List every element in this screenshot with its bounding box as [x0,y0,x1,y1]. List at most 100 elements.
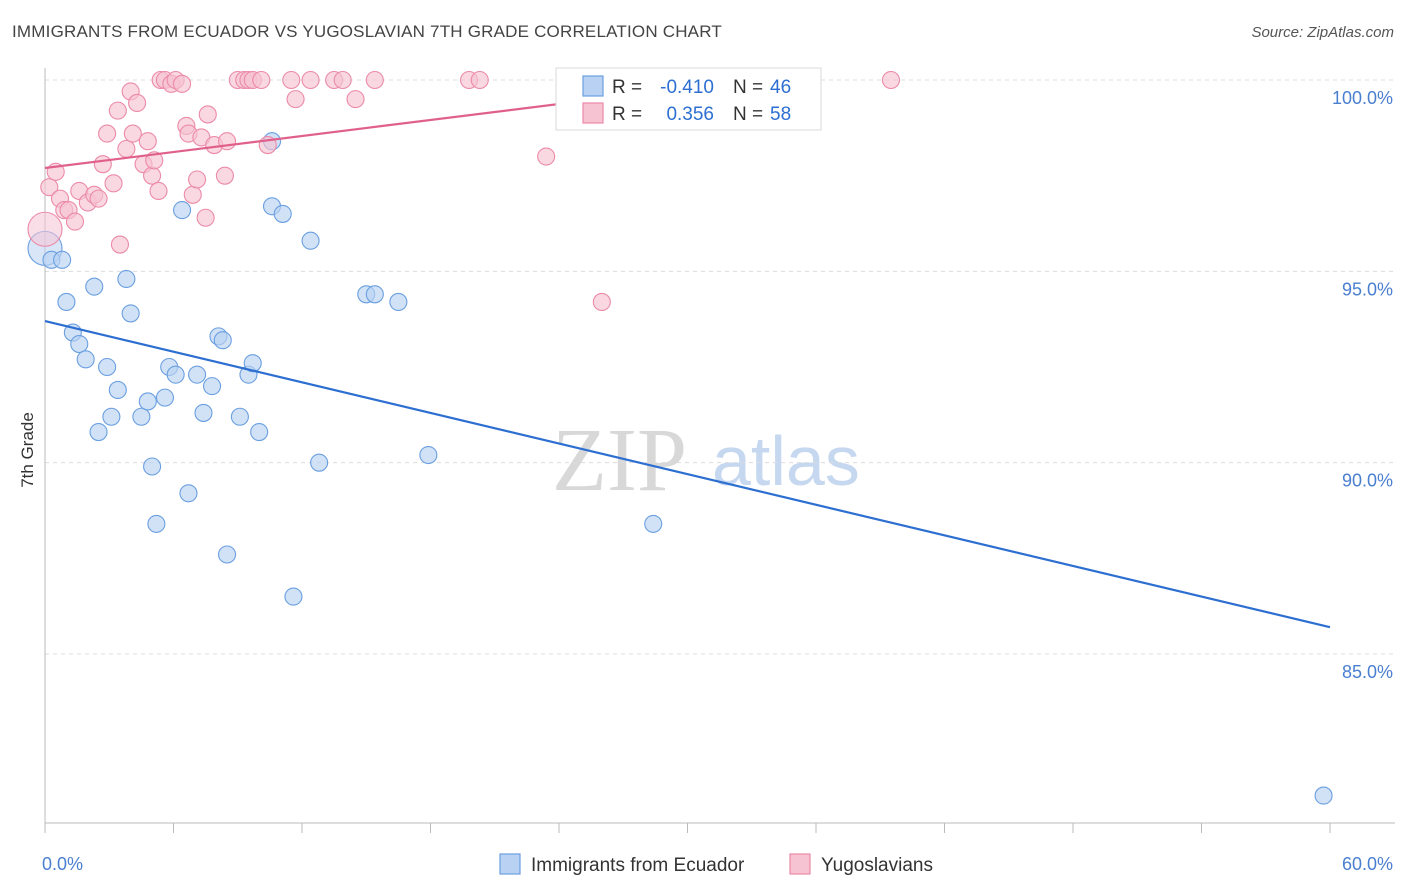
legend-label-yugoslavians: Yugoslavians [821,855,933,876]
x-tick-label: 60.0% [1342,854,1393,874]
stats-n-label-pink: N = [733,104,763,125]
point-ecuador [389,292,408,311]
point-yugoslavians [27,211,63,247]
point-yugoslavians [346,90,365,109]
point-yugoslavians [93,155,112,174]
point-yugoslavians [149,181,168,201]
stats-r-label-blue: R = [612,77,642,98]
y-tick-label: 85.0% [1342,662,1393,682]
point-yugoslavians [145,151,164,170]
point-ecuador [250,423,269,442]
point-ecuador [1314,786,1333,805]
series-legend: Immigrants from Ecuador Yugoslavians [499,853,933,876]
x-tick-label: 0.0% [42,854,83,874]
point-yugoslavians [881,70,901,90]
stats-n-value-blue: 46 [770,77,791,98]
chart-title: IMMIGRANTS FROM ECUADOR VS YUGOSLAVIAN 7… [12,22,722,41]
point-yugoslavians [40,178,59,197]
y-tick-label: 95.0% [1342,279,1393,299]
point-ecuador [132,407,151,426]
point-yugoslavians [143,166,162,185]
point-yugoslavians [188,170,207,189]
point-ecuador [203,377,222,396]
point-yugoslavians [470,70,489,90]
point-ecuador [188,365,207,384]
point-yugoslavians [65,212,85,231]
point-yugoslavians [123,124,142,143]
point-ecuador [213,331,232,350]
point-yugoslavians [183,185,202,204]
stats-r-label-pink: R = [612,104,642,125]
watermark-atlas: atlas [712,422,860,500]
stats-legend-swatch-blue [582,75,604,97]
source-attribution: Source: ZipAtlas.com [1251,24,1394,41]
stats-legend-swatch-pink [582,102,604,124]
point-ecuador [57,292,76,311]
y-tick-label: 100.0% [1332,88,1393,108]
point-yugoslavians [89,189,108,208]
point-yugoslavians [110,235,130,254]
stats-r-value-blue: -0.410 [660,77,714,98]
series-yugoslavians [27,70,901,311]
y-tick-label: 90.0% [1342,471,1393,491]
point-ecuador [230,407,249,426]
legend-swatch-ecuador [499,853,521,875]
point-ecuador [155,388,174,407]
point-ecuador [53,250,72,269]
point-yugoslavians [98,124,117,143]
point-ecuador [419,445,438,465]
point-yugoslavians [252,70,271,90]
point-yugoslavians [117,139,136,158]
point-ecuador [138,392,157,411]
point-ecuador [147,514,166,533]
stats-n-label-blue: N = [733,77,763,98]
point-yugoslavians [215,166,234,185]
point-yugoslavians [333,70,352,90]
x-tick-labels: 0.0% 60.0% [42,854,1393,874]
y-tick-labels: 85.0% 90.0% 95.0% 100.0% [1332,88,1393,682]
point-yugoslavians [282,70,301,90]
point-ecuador [284,587,303,606]
point-ecuador [98,357,117,377]
point-ecuador [194,403,213,422]
point-yugoslavians [301,70,320,90]
point-ecuador [644,514,663,533]
point-ecuador [310,453,329,472]
point-ecuador [273,204,292,223]
point-ecuador [143,457,162,476]
point-yugoslavians [138,132,157,151]
point-ecuador [166,365,185,384]
legend-label-ecuador: Immigrants from Ecuador [531,855,745,876]
point-yugoslavians [365,70,384,90]
point-yugoslavians [592,292,611,311]
point-ecuador [117,269,136,289]
point-ecuador [70,334,89,354]
point-ecuador [89,423,108,442]
point-yugoslavians [537,147,556,166]
point-ecuador [365,285,384,304]
point-ecuador [173,201,192,220]
point-ecuador [102,407,121,426]
point-ecuador [121,304,140,323]
stats-n-value-pink: 58 [770,104,791,125]
point-ecuador [76,350,95,369]
legend-swatch-yugoslavians [789,853,811,875]
point-yugoslavians [128,93,147,113]
trend-line-ecuador [44,320,1331,629]
trend-lines [44,78,1331,629]
stats-legend: R = -0.410 N = 46 R = 0.356 N = 58 [555,67,822,131]
stats-r-value-pink: 0.356 [666,104,714,125]
point-yugoslavians [108,101,127,120]
point-yugoslavians [173,74,192,93]
watermark-zip: ZIP [552,411,687,510]
point-ecuador [301,231,320,250]
point-yugoslavians [104,174,123,193]
point-yugoslavians [198,105,217,124]
point-ecuador [85,277,104,296]
point-ecuador [217,545,237,564]
point-yugoslavians [196,208,215,227]
point-yugoslavians [286,90,305,109]
point-ecuador [179,484,198,503]
y-axis-label: 7th Grade [18,412,37,488]
